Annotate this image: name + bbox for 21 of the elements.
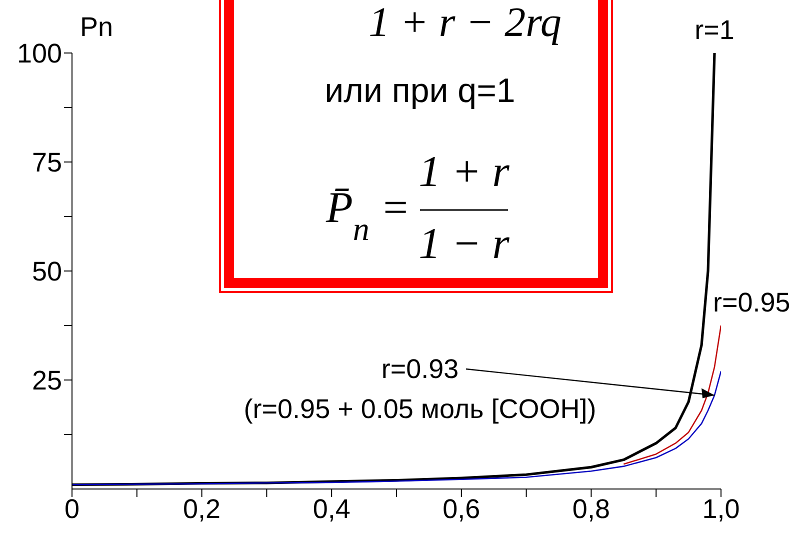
annotation: или при q=1 — [324, 72, 516, 110]
text: 1 + r − 2rq — [368, 0, 562, 46]
x-tick-label: 0,4 — [312, 494, 350, 524]
annotation: 1 + r — [418, 147, 510, 196]
x-tick-label: 0,2 — [183, 494, 221, 524]
x-tick-label: 0,6 — [442, 494, 480, 524]
y-tick-label: 100 — [16, 38, 62, 69]
annotation: (r=0.95 + 0.05 моль [COOH]) — [244, 394, 596, 424]
y-tick-label: 75 — [32, 148, 62, 178]
annotation: r=0.93 — [381, 354, 459, 384]
x-tick-label: 0 — [64, 494, 80, 524]
series-label: r=1 — [694, 15, 734, 45]
line-series — [623, 324, 721, 465]
x-tick-label: 1,0 — [702, 494, 740, 524]
series-label: r=0.95 — [713, 288, 789, 318]
annotation: 1 − r — [418, 219, 510, 268]
y-tick-label: 25 — [32, 366, 62, 396]
y-tick-label: 50 — [32, 256, 62, 287]
x-tick-label: 0,8 — [572, 494, 610, 524]
annotation: P̄$_{n}$ = — [324, 183, 410, 248]
y-axis-title: Pn — [80, 12, 114, 42]
